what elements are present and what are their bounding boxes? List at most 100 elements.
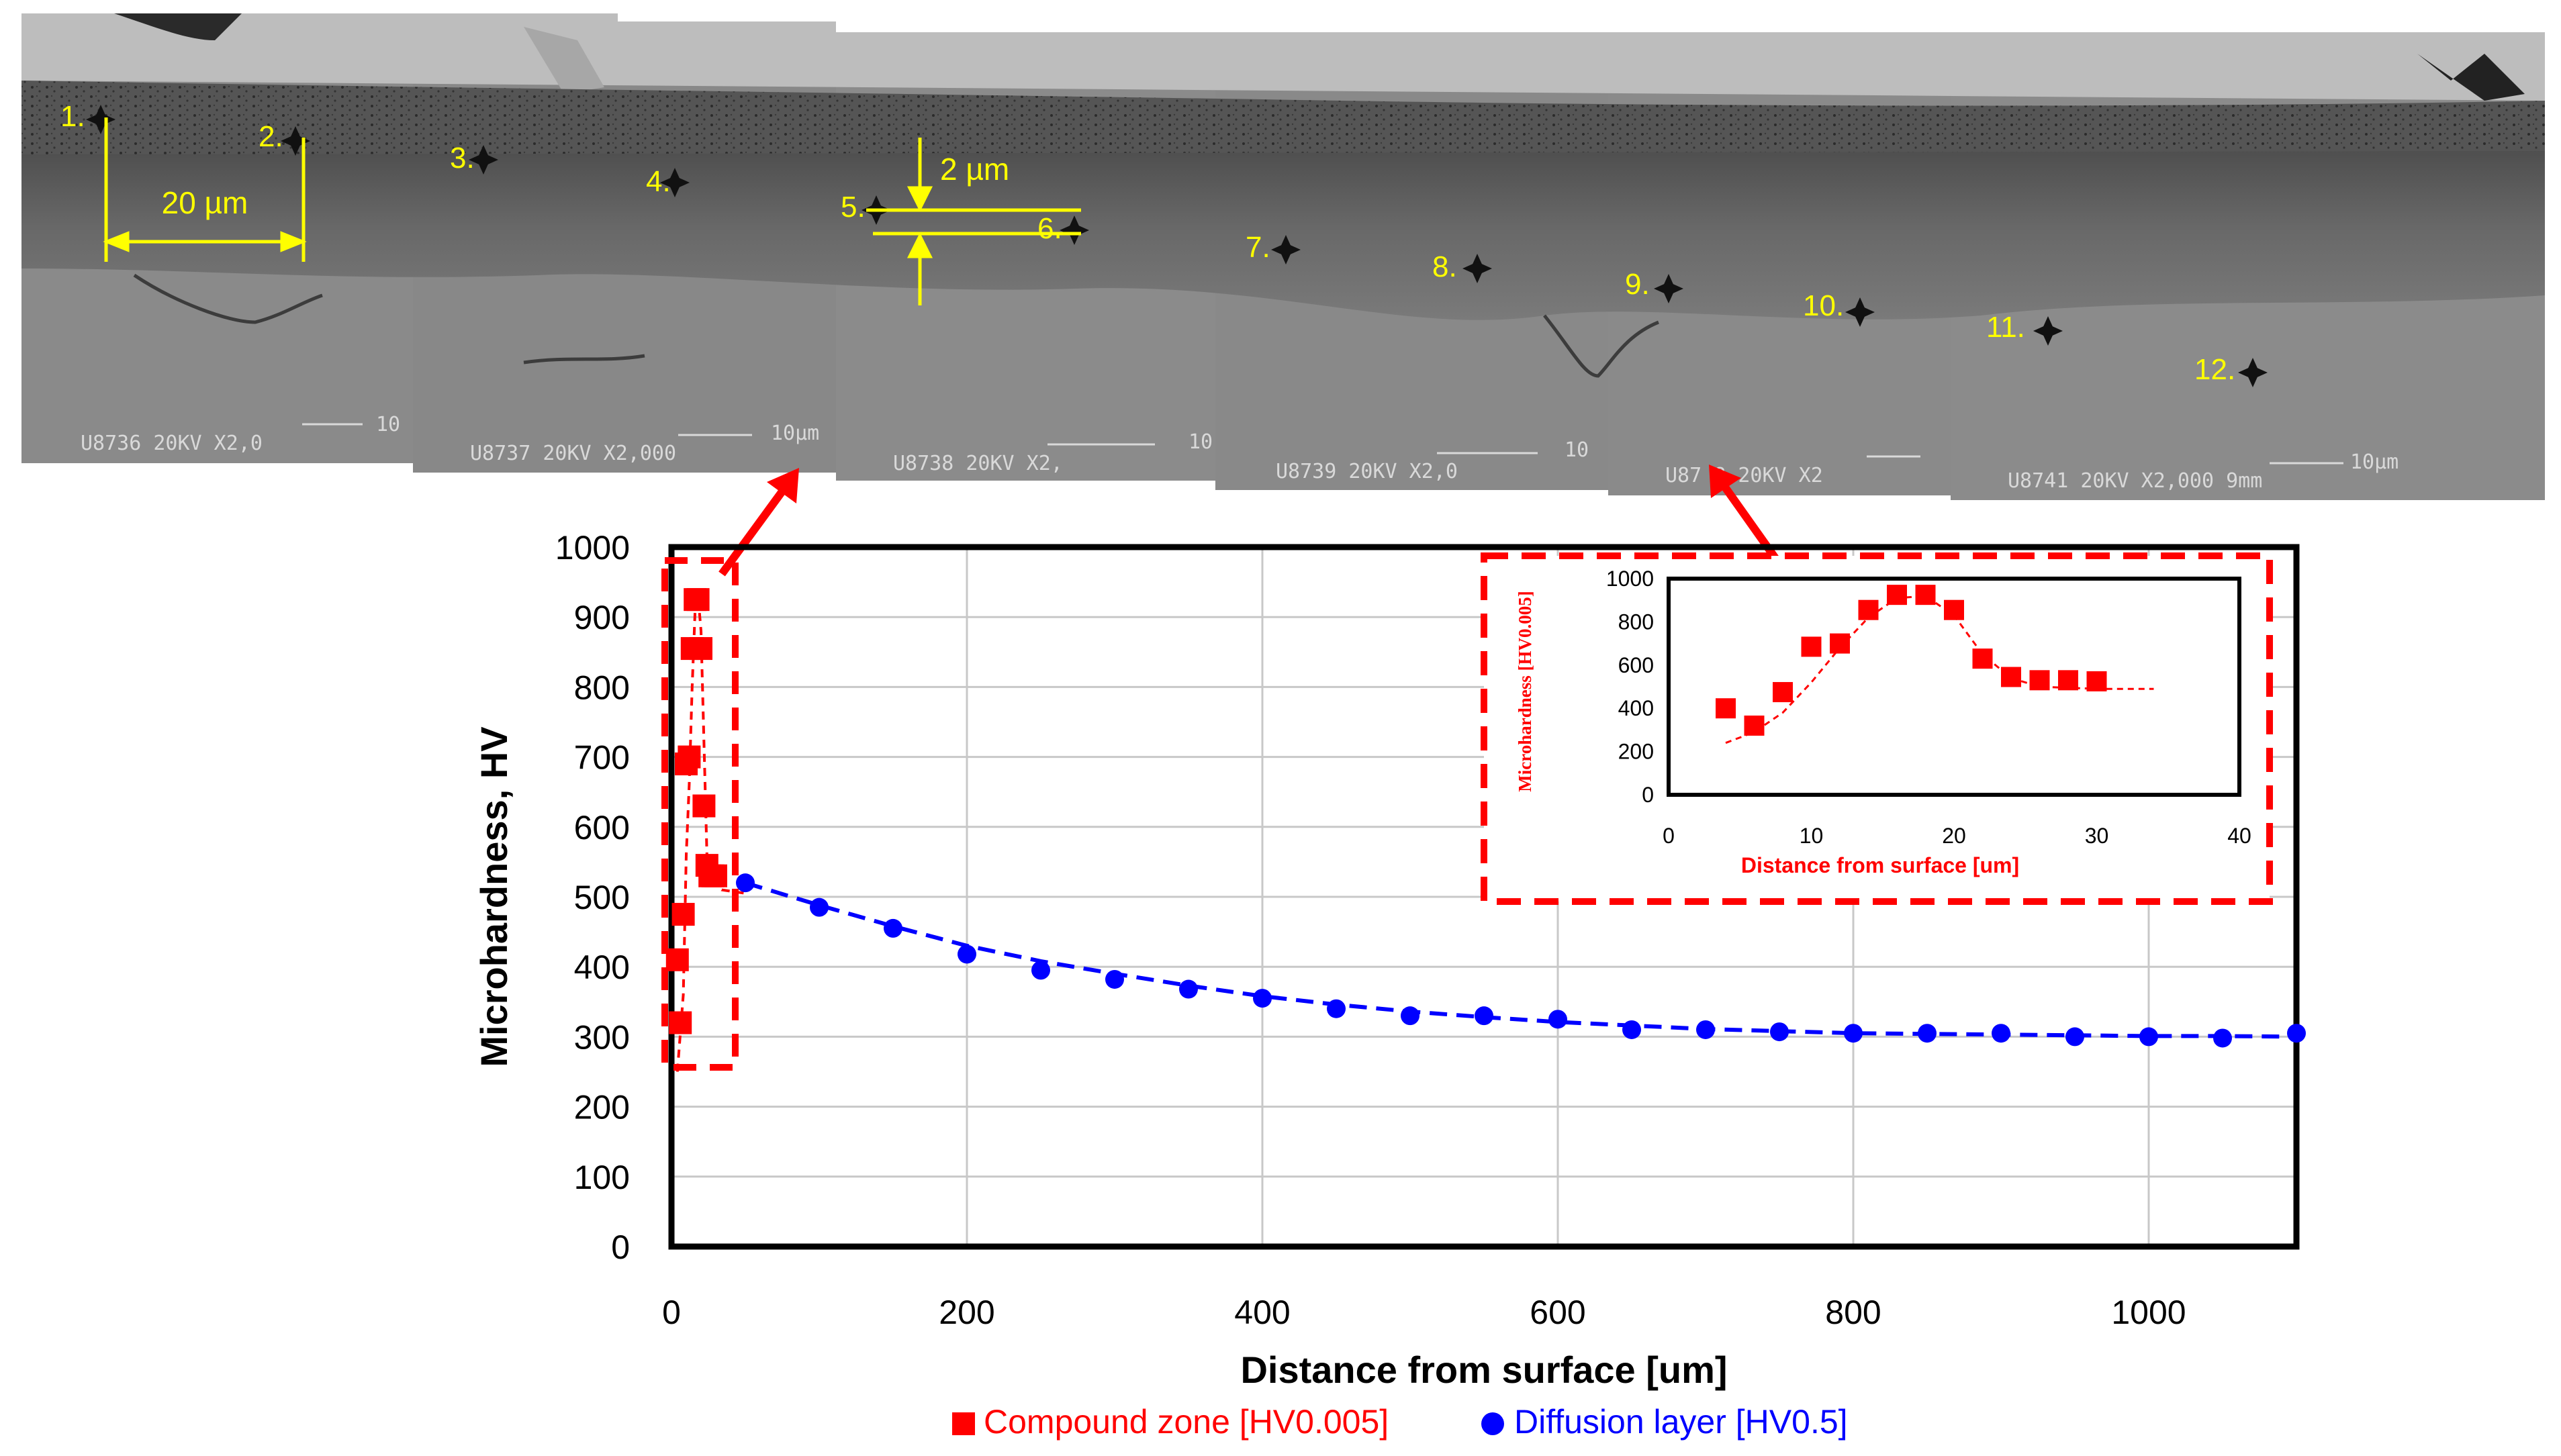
data-point-diffusion xyxy=(1327,999,1346,1018)
scale-bar-20um xyxy=(103,117,307,262)
data-point-diffusion xyxy=(1401,1006,1419,1026)
data-point-diffusion xyxy=(1844,1024,1863,1043)
inset-data-point xyxy=(1887,585,1907,605)
main-data-points xyxy=(665,588,2306,1048)
inset-data-point xyxy=(1801,636,1822,657)
sem-info-strips: U8736 20KV X2,0 U8737 20KV X2,000 U8738 … xyxy=(81,413,2399,493)
sem-info-6: U8741 20KV X2,000 9mm xyxy=(2008,469,2262,493)
data-point-diffusion xyxy=(2213,1028,2232,1048)
y-tick-label: 600 xyxy=(574,809,630,846)
y-tick-label: 200 xyxy=(574,1089,630,1126)
data-point-compound xyxy=(704,864,727,887)
indent-mark-cross xyxy=(2238,366,2268,379)
inset-data-point xyxy=(1773,682,1793,703)
main-xtick-labels: 0 200 400 600 800 1000 xyxy=(662,1294,2186,1331)
inset-data-point xyxy=(2058,670,2078,691)
data-point-diffusion xyxy=(958,944,976,964)
point-label: 12. xyxy=(2194,353,2235,386)
sem-marker-2: 10µm xyxy=(771,422,819,445)
sem-marker-1: 10 xyxy=(376,413,400,436)
connector-arrowhead-right xyxy=(1709,465,1741,498)
indent-mark-cross xyxy=(660,176,690,189)
indent-mark-cross xyxy=(1845,305,1875,319)
data-point-diffusion xyxy=(1105,969,1124,989)
trend-line xyxy=(745,881,2297,1039)
inset-data-point xyxy=(1858,599,1879,620)
inset-y-tick-label: 1000 xyxy=(1606,567,1654,591)
x-tick-label: 400 xyxy=(1234,1294,1290,1331)
sem-marker-5: 10µm xyxy=(2350,450,2399,474)
sem-info-1: U8736 20KV X2,0 xyxy=(81,432,263,455)
inset-y-tick-label: 600 xyxy=(1618,653,1654,677)
inset-y-tick-label: 0 xyxy=(1642,783,1654,807)
connector-arrowhead-left xyxy=(767,468,799,503)
data-point-diffusion xyxy=(2139,1027,2158,1047)
sem-scale-lines xyxy=(302,423,2343,465)
inset-data-point xyxy=(1744,715,1765,736)
inset-xtick-labels: 0 10 20 30 40 xyxy=(1663,824,2251,848)
x-tick-label: 0 xyxy=(662,1294,681,1331)
x-tick-label: 800 xyxy=(1825,1294,1881,1331)
point-label: 9. xyxy=(1625,268,1650,301)
data-point-compound xyxy=(686,588,710,612)
x-tick-label: 600 xyxy=(1530,1294,1585,1331)
point-label: 7. xyxy=(1246,231,1270,264)
indent-mark-cross xyxy=(1060,224,1089,237)
inset-y-tick-label: 800 xyxy=(1618,610,1654,634)
y-tick-label: 900 xyxy=(574,599,630,636)
scale-label-2um: 2 µm xyxy=(940,152,1009,187)
inset-chart: 0 200 400 600 800 1000 0 10 20 30 40 Distance fro… xyxy=(1481,552,2273,905)
y-tick-label: 500 xyxy=(574,879,630,916)
indent-mark-cross xyxy=(86,113,115,126)
data-point-diffusion xyxy=(1918,1024,1937,1043)
sem-micrograph: 1. 2. 3. 4. 5. 6. 7. 8. 9. 10. 11. 12. 20 µm 2 µm U… xyxy=(21,13,2545,500)
data-point-diffusion xyxy=(2065,1027,2084,1047)
point-labels: 1. 2. 3. 4. 5. 6. 7. 8. 9. 10. 11. 12. xyxy=(60,100,2235,386)
point-label: 1. xyxy=(60,100,85,133)
inset-x-tick-label: 30 xyxy=(2085,824,2109,848)
data-point-compound xyxy=(690,637,712,661)
top-substrate-layer xyxy=(21,13,2545,101)
point-label: 8. xyxy=(1432,250,1457,283)
main-ytick-labels: 0 100 200 300 400 500 600 700 800 900 1000 xyxy=(555,529,630,1266)
data-point-diffusion xyxy=(884,918,902,938)
data-point-diffusion xyxy=(1622,1020,1641,1039)
indent-mark-cross xyxy=(1271,243,1301,256)
data-point-compound xyxy=(665,948,689,971)
data-point-diffusion xyxy=(810,897,829,917)
y-tick-label: 700 xyxy=(574,739,630,777)
point-label: 6. xyxy=(1037,212,1062,245)
inset-y-tick-label: 200 xyxy=(1618,740,1654,764)
legend-marker-diffusion xyxy=(1481,1412,1504,1435)
inset-data-point xyxy=(2001,667,2021,687)
inset-y-tick-label: 400 xyxy=(1618,696,1654,720)
main-x-axis-title: Distance from surface [um] xyxy=(1240,1349,1727,1391)
point-label: 3. xyxy=(450,142,475,175)
data-point-compound xyxy=(669,1011,692,1034)
data-point-compound xyxy=(692,794,716,818)
point-label: 10. xyxy=(1803,289,1844,322)
sem-info-4: U8739 20KV X2,0 xyxy=(1276,460,1458,483)
connector-arrow-right xyxy=(1719,481,1783,567)
data-point-diffusion xyxy=(1179,979,1198,999)
data-point-diffusion xyxy=(1548,1010,1567,1029)
data-point-diffusion xyxy=(1992,1024,2010,1043)
data-point-diffusion xyxy=(1696,1020,1715,1039)
connector-arrow-left xyxy=(718,484,789,577)
data-point-diffusion xyxy=(1770,1022,1789,1042)
inset-y-axis-title: Microhardness [HV0.005] xyxy=(1515,591,1535,791)
y-tick-label: 100 xyxy=(574,1159,630,1196)
chart-legend: Compound zone [HV0.005] Diffusion layer … xyxy=(952,1403,1848,1441)
sem-info-3: U8738 20KV X2, xyxy=(893,452,1063,475)
indent-mark-cross xyxy=(1462,262,1492,275)
inset-x-tick-label: 20 xyxy=(1942,824,1966,848)
connector-arrows xyxy=(718,465,1783,577)
legend-label-compound: Compound zone [HV0.005] xyxy=(984,1403,1389,1441)
data-point-compound xyxy=(671,903,695,926)
sem-marker-4: 10 xyxy=(1565,438,1589,462)
scale-label-20um: 20 µm xyxy=(162,185,248,220)
inset-data-point xyxy=(2086,671,2107,691)
svg-text:Microhardness [HV0.005]: Microhardness [HV0.005] xyxy=(1515,591,1535,791)
indent-mark-cross xyxy=(1654,282,1683,295)
